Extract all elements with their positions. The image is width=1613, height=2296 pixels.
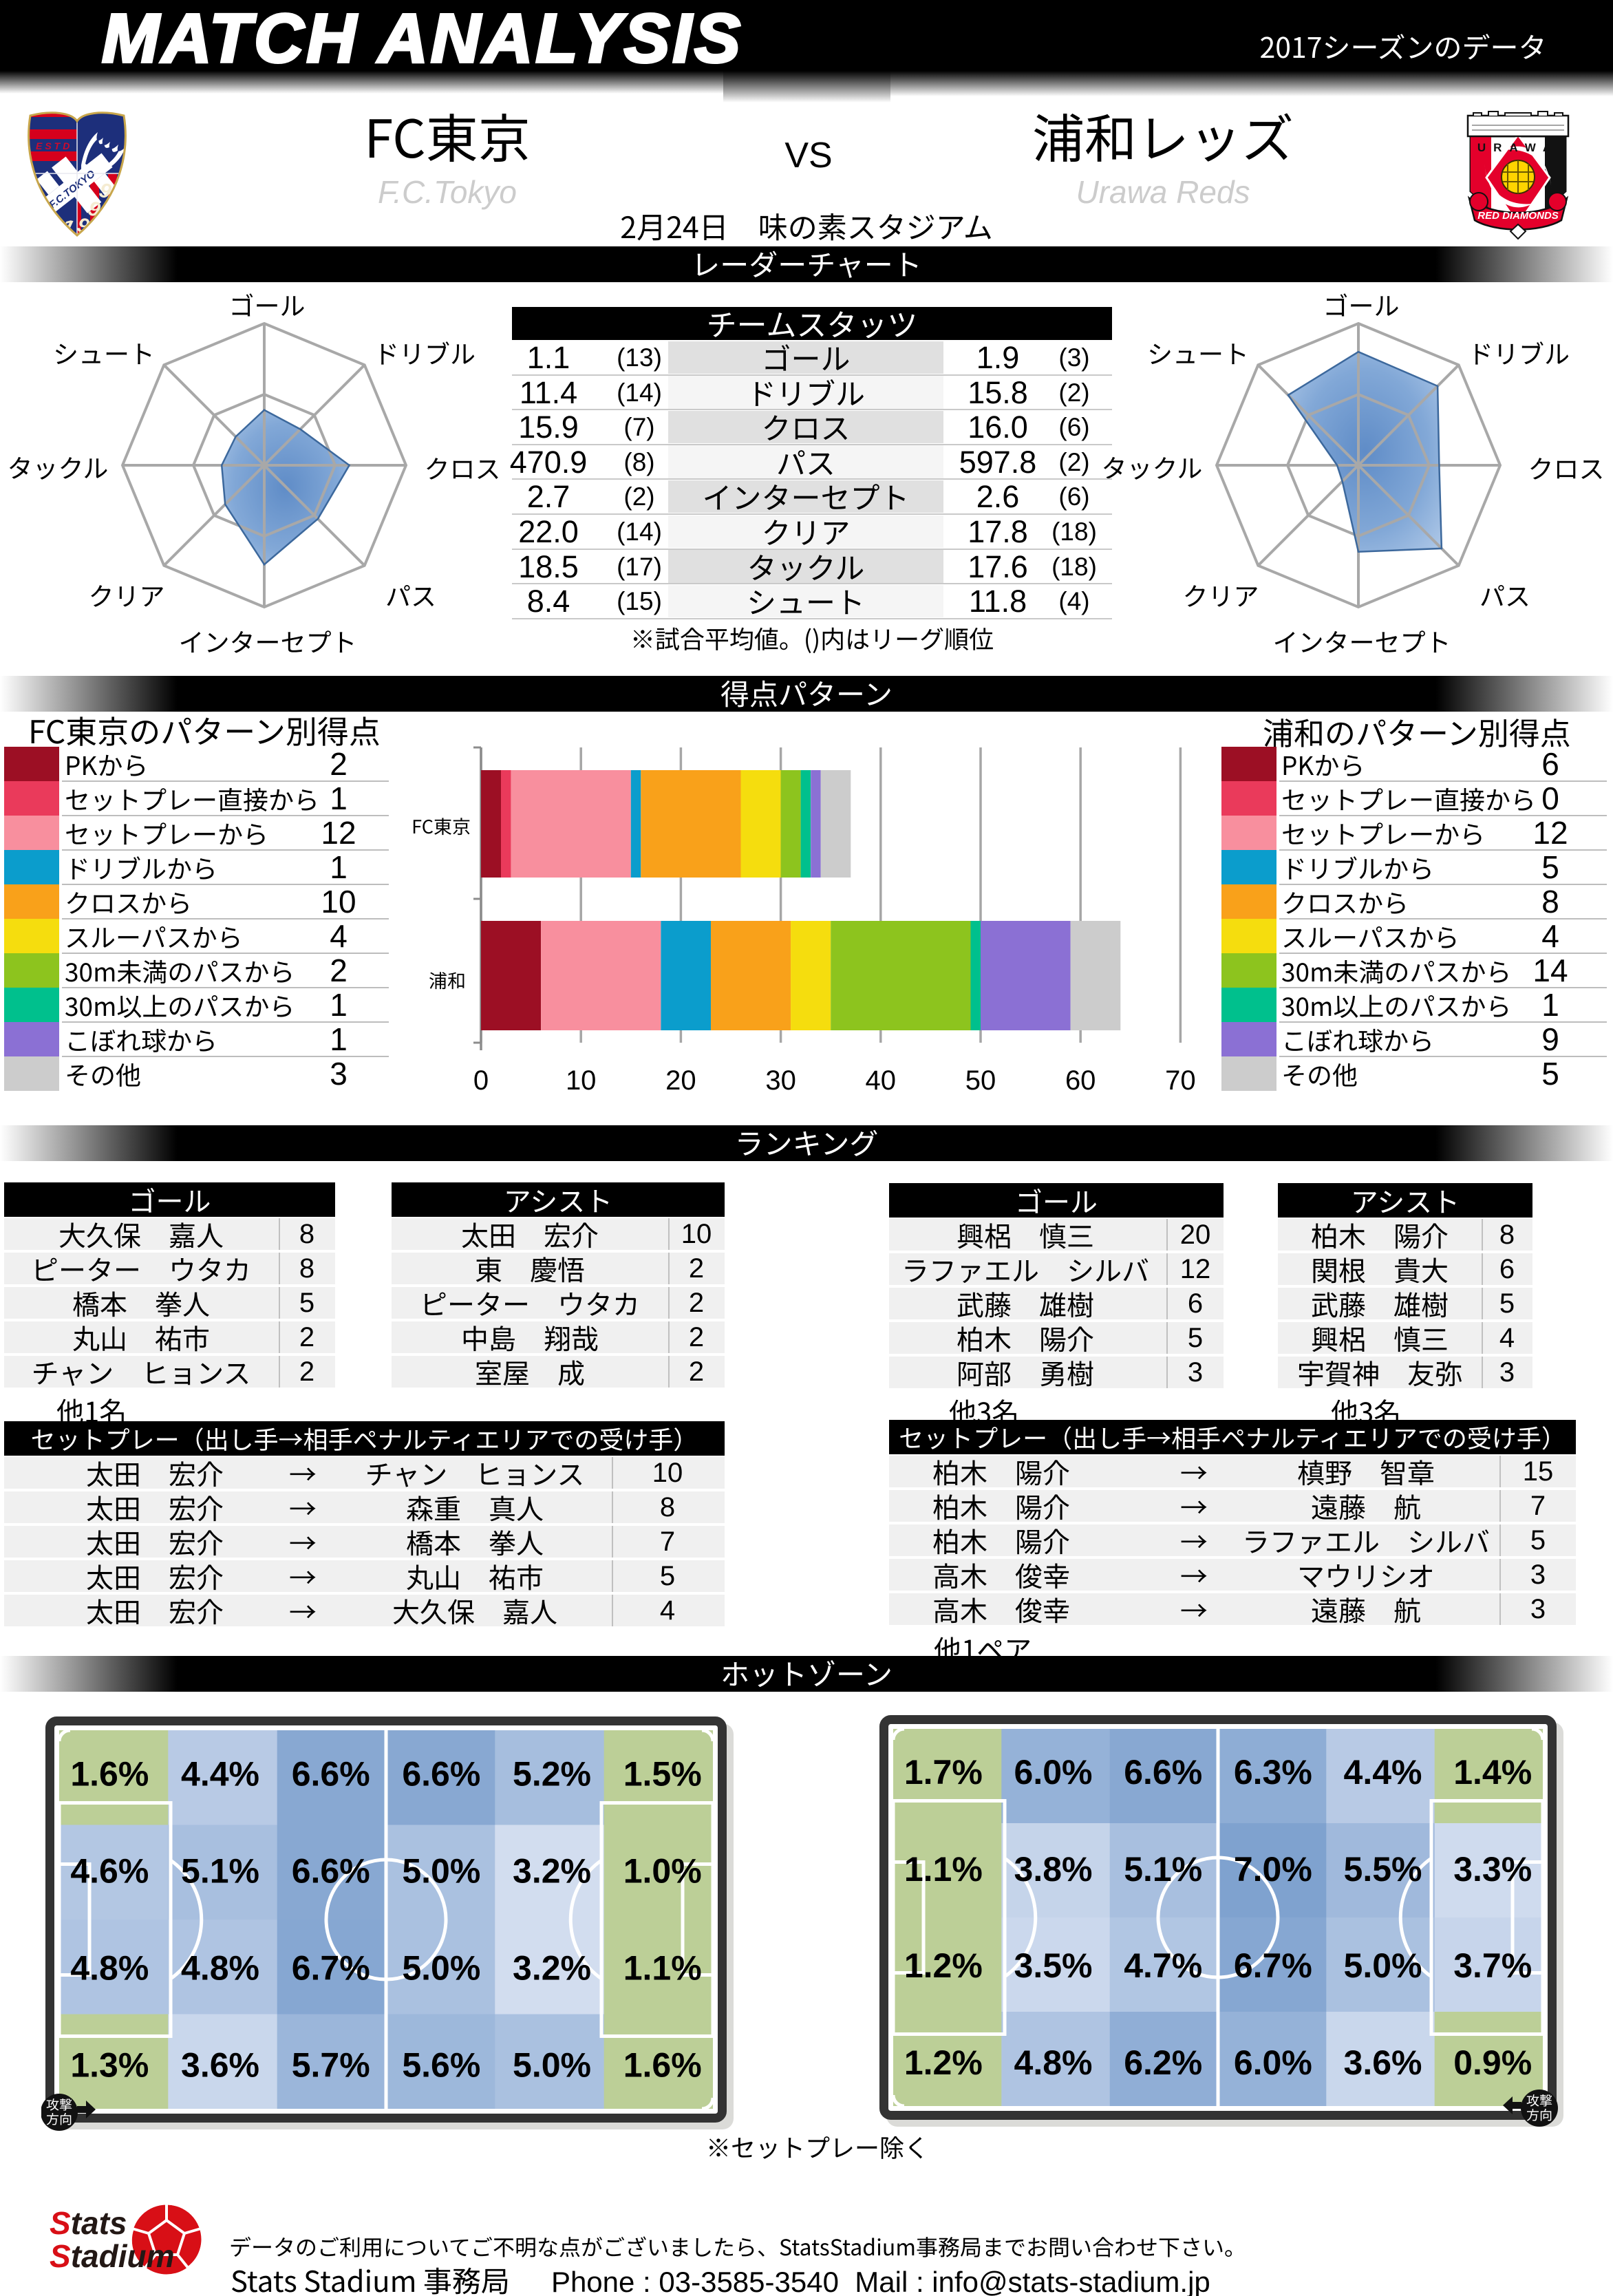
svg-text:攻撃: 攻撃 — [46, 2095, 72, 2114]
svg-text:6.6%: 6.6% — [292, 1755, 370, 1794]
svg-text:5.5%: 5.5% — [1344, 1850, 1422, 1889]
svg-text:クリア: クリア — [1183, 576, 1259, 613]
svg-text:5.0%: 5.0% — [513, 2046, 591, 2085]
svg-text:1.2%: 1.2% — [904, 1946, 983, 1985]
svg-text:シュート: シュート — [53, 334, 155, 371]
svg-text:4.8%: 4.8% — [181, 1949, 259, 1988]
svg-text:方向: 方向 — [46, 2109, 72, 2128]
svg-text:4.4%: 4.4% — [1344, 1753, 1422, 1792]
svg-text:ESTD: ESTD — [36, 140, 72, 151]
svg-text:3.3%: 3.3% — [1453, 1850, 1532, 1889]
svg-text:20: 20 — [665, 1065, 696, 1096]
svg-text:シュート: シュート — [1147, 334, 1249, 371]
svg-text:ドリブル: ドリブル — [374, 334, 476, 371]
svg-text:攻撃: 攻撃 — [1526, 2091, 1552, 2109]
svg-text:4.6%: 4.6% — [70, 1852, 149, 1891]
svg-text:方向: 方向 — [1526, 2105, 1552, 2124]
svg-text:タックル: タックル — [1102, 448, 1203, 485]
svg-text:5.6%: 5.6% — [402, 2046, 480, 2085]
svg-text:1.6%: 1.6% — [623, 2046, 702, 2085]
svg-text:3.5%: 3.5% — [1014, 1946, 1093, 1985]
svg-text:30: 30 — [765, 1065, 796, 1096]
svg-text:インターセプト: インターセプト — [179, 622, 357, 659]
svg-text:6.7%: 6.7% — [1234, 1946, 1312, 1985]
svg-text:6.2%: 6.2% — [1124, 2043, 1202, 2082]
svg-text:0: 0 — [473, 1065, 489, 1096]
svg-text:3.6%: 3.6% — [181, 2046, 259, 2085]
svg-text:パス: パス — [385, 576, 436, 613]
svg-text:60: 60 — [1065, 1065, 1096, 1096]
svg-text:1.0%: 1.0% — [623, 1852, 702, 1891]
svg-text:3.8%: 3.8% — [1014, 1850, 1093, 1889]
svg-text:RED DIAMONDS: RED DIAMONDS — [1477, 210, 1559, 222]
svg-text:5.1%: 5.1% — [181, 1852, 259, 1891]
svg-text:クロス: クロス — [1528, 449, 1605, 486]
svg-text:10: 10 — [566, 1065, 597, 1096]
svg-text:ゴール: ゴール — [1323, 286, 1400, 323]
svg-text:4.4%: 4.4% — [181, 1755, 259, 1794]
svg-text:Stadium: Stadium — [50, 2238, 174, 2274]
svg-text:3.6%: 3.6% — [1344, 2043, 1422, 2082]
svg-text:4.8%: 4.8% — [70, 1949, 149, 1988]
svg-text:URAWA: URAWA — [1477, 141, 1559, 154]
svg-text:1.2%: 1.2% — [904, 2043, 983, 2082]
svg-text:6.6%: 6.6% — [1124, 1753, 1202, 1792]
svg-text:1.5%: 1.5% — [623, 1755, 702, 1794]
svg-text:4.7%: 4.7% — [1124, 1946, 1202, 1985]
svg-text:6.3%: 6.3% — [1234, 1753, 1312, 1792]
svg-text:5.2%: 5.2% — [513, 1755, 591, 1794]
svg-text:5.0%: 5.0% — [402, 1949, 480, 1988]
svg-text:5.7%: 5.7% — [292, 2046, 370, 2085]
svg-text:Stats: Stats — [50, 2205, 127, 2241]
svg-text:1.7%: 1.7% — [904, 1753, 983, 1792]
svg-text:3.7%: 3.7% — [1453, 1946, 1532, 1985]
svg-text:1.1%: 1.1% — [623, 1949, 702, 1988]
svg-text:ゴール: ゴール — [229, 286, 306, 323]
svg-text:パス: パス — [1480, 576, 1530, 613]
svg-text:6.6%: 6.6% — [402, 1755, 480, 1794]
svg-text:1.3%: 1.3% — [70, 2046, 149, 2085]
svg-text:3.2%: 3.2% — [513, 1852, 591, 1891]
svg-text:6.0%: 6.0% — [1234, 2043, 1312, 2082]
svg-text:70: 70 — [1165, 1065, 1196, 1096]
svg-text:ドリブル: ドリブル — [1468, 334, 1570, 371]
svg-text:5.0%: 5.0% — [402, 1852, 480, 1891]
svg-text:4.8%: 4.8% — [1014, 2043, 1093, 2082]
svg-text:タックル: タックル — [8, 448, 109, 485]
svg-text:40: 40 — [866, 1065, 897, 1096]
svg-text:6.7%: 6.7% — [292, 1949, 370, 1988]
svg-text:5.1%: 5.1% — [1124, 1850, 1202, 1889]
svg-text:0.9%: 0.9% — [1453, 2043, 1532, 2082]
svg-text:クロス: クロス — [425, 449, 501, 486]
svg-text:クリア: クリア — [89, 576, 165, 613]
svg-text:1.6%: 1.6% — [70, 1755, 149, 1794]
svg-text:50: 50 — [965, 1065, 996, 1096]
svg-text:3.2%: 3.2% — [513, 1949, 591, 1988]
svg-text:1.1%: 1.1% — [904, 1850, 983, 1889]
svg-text:6.0%: 6.0% — [1014, 1753, 1093, 1792]
svg-text:7.0%: 7.0% — [1234, 1850, 1312, 1889]
svg-text:5.0%: 5.0% — [1344, 1946, 1422, 1985]
svg-text:1.4%: 1.4% — [1453, 1753, 1532, 1792]
svg-text:6.6%: 6.6% — [292, 1852, 370, 1891]
svg-text:インターセプト: インターセプト — [1273, 622, 1451, 659]
